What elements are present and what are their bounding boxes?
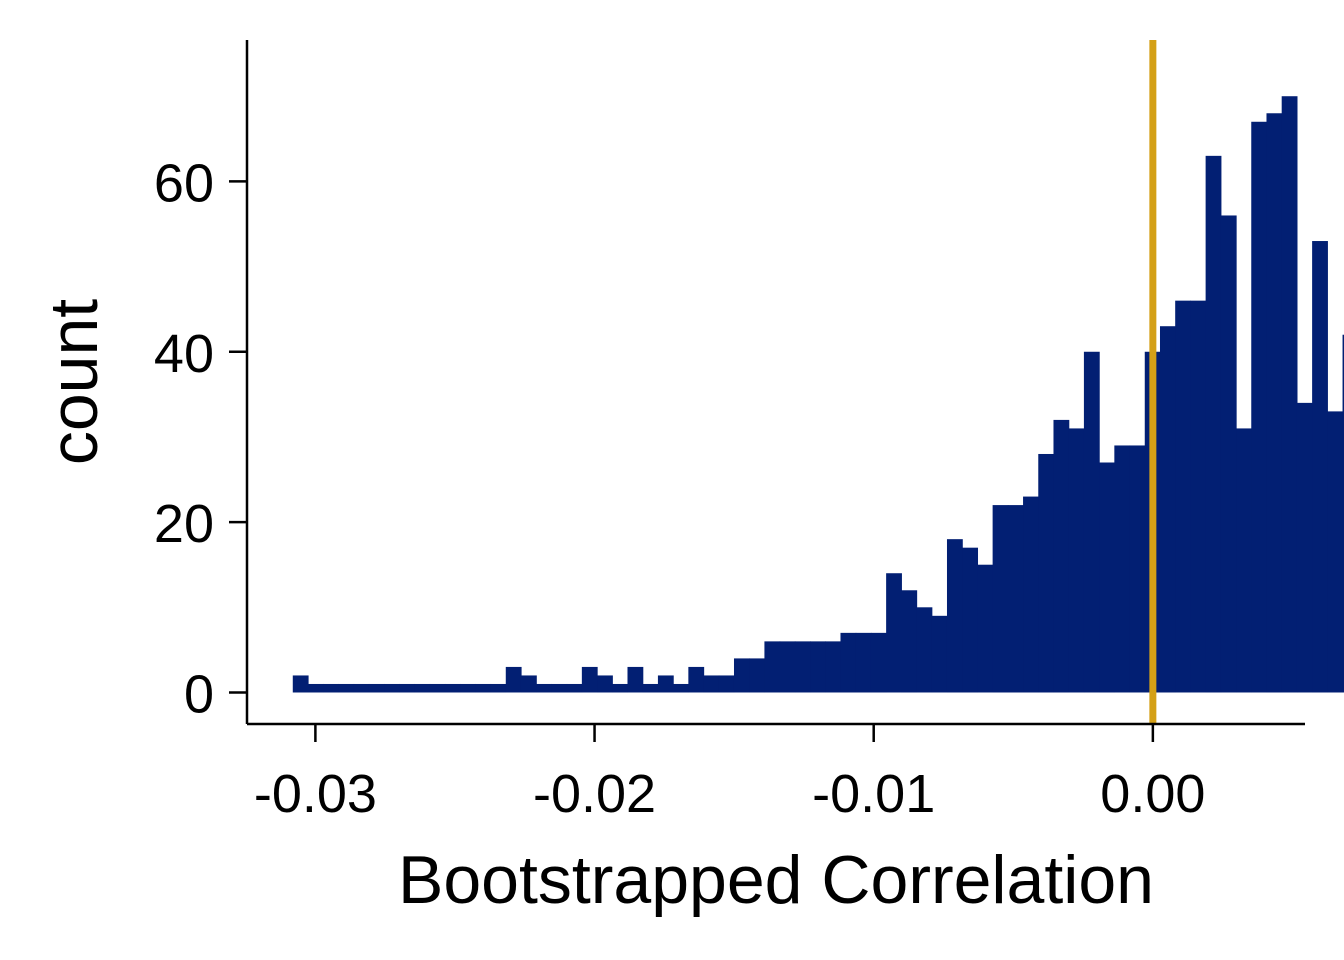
histogram-bar <box>1175 300 1191 693</box>
histogram-bar <box>1342 334 1344 693</box>
histogram-bar <box>855 632 872 693</box>
x-tick-label: 0.00 <box>1100 764 1205 824</box>
histogram-bar <box>1129 445 1146 693</box>
histogram-bar <box>1159 326 1176 693</box>
histogram-bar <box>840 632 857 693</box>
x-axis-ticks: -0.03 -0.02 -0.01 0.00 <box>254 724 1205 824</box>
histogram-bar <box>1327 411 1344 693</box>
histogram-bar <box>977 564 994 693</box>
histogram-bar <box>916 607 933 693</box>
x-axis-title: Bootstrapped Correlation <box>398 842 1154 918</box>
y-tick-label: 40 <box>154 324 214 384</box>
histogram-bar <box>1083 351 1100 693</box>
histogram-bar <box>353 683 370 693</box>
histogram-bar <box>1190 300 1207 693</box>
histogram-bar <box>886 573 902 693</box>
histogram-bar <box>703 675 720 693</box>
histogram-bar <box>581 666 598 693</box>
histogram-bar <box>399 683 416 693</box>
histogram-bar <box>946 539 963 693</box>
histogram-bar <box>520 675 537 693</box>
x-tick-label: -0.03 <box>254 764 377 824</box>
histogram-bar <box>536 683 553 693</box>
histogram-bar <box>1023 496 1039 693</box>
histogram-bar <box>673 683 689 693</box>
histogram-bar <box>931 615 948 693</box>
histogram-bar <box>1068 428 1085 693</box>
histogram-bar <box>444 683 461 693</box>
histogram-bar <box>901 590 918 693</box>
histogram-bar <box>323 683 340 693</box>
histogram-bar <box>368 683 385 693</box>
histogram-bar <box>794 641 811 693</box>
x-tick-label: -0.02 <box>533 764 656 824</box>
histogram-bar <box>1312 241 1328 693</box>
histogram-bar <box>992 505 1009 693</box>
histogram-bar <box>1236 428 1252 693</box>
histogram-bar <box>612 683 629 693</box>
histogram-bar <box>1281 96 1298 693</box>
histogram-bar <box>749 658 766 693</box>
y-axis-ticks: 0 20 40 60 <box>154 153 247 724</box>
histogram-bar <box>1296 402 1313 693</box>
histogram-bar <box>490 683 507 693</box>
histogram-bar <box>1266 113 1283 693</box>
histogram-bar <box>688 666 705 693</box>
histogram-bar <box>292 675 309 693</box>
histogram-bar <box>414 683 431 693</box>
histogram-bar <box>764 641 781 693</box>
histogram-bar <box>1053 419 1070 693</box>
histogram-bar <box>657 675 674 693</box>
histogram-bar <box>870 632 887 693</box>
histogram-bar <box>551 683 568 693</box>
histogram-bar <box>779 641 796 693</box>
y-tick-label: 0 <box>184 664 214 724</box>
x-tick-label: -0.01 <box>812 764 935 824</box>
histogram-bar <box>627 666 644 693</box>
histogram-bar <box>1007 505 1024 693</box>
y-tick-label: 20 <box>154 494 214 554</box>
y-tick-label: 60 <box>154 153 214 213</box>
histogram-bar <box>810 641 826 693</box>
histogram-bar <box>1220 215 1237 693</box>
histogram-bar <box>1038 453 1055 693</box>
histogram-bar <box>308 683 324 693</box>
y-axis-title: count <box>36 299 112 465</box>
histogram-bar <box>384 683 400 693</box>
histogram-bar <box>1205 155 1222 693</box>
histogram-bar <box>733 658 750 693</box>
histogram-bar <box>962 547 979 693</box>
histogram-bar <box>460 683 476 693</box>
histogram-bar <box>597 675 613 693</box>
histogram-bar <box>1099 462 1115 693</box>
histogram-bar <box>338 683 355 693</box>
histogram-bar <box>566 683 583 693</box>
histogram-bar <box>1114 445 1131 693</box>
histogram-bar <box>1251 121 1268 693</box>
histogram-bar <box>475 683 492 693</box>
histogram-bar <box>642 683 659 693</box>
histogram-bar <box>429 683 446 693</box>
histogram-bars <box>292 96 1344 693</box>
histogram-bar <box>505 666 522 693</box>
histogram-bar <box>825 641 842 693</box>
histogram-bar <box>718 675 735 693</box>
